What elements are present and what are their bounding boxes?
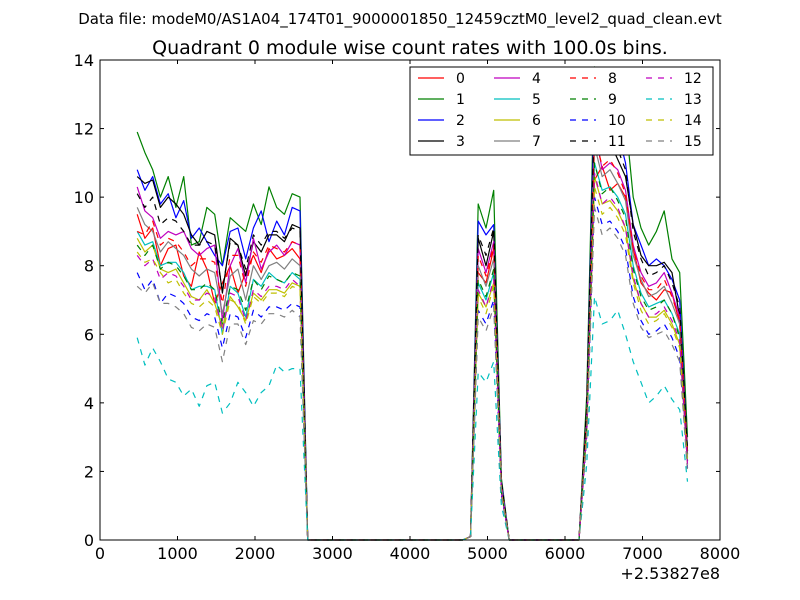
legend-label-7: 7 (532, 134, 541, 150)
y-tick-label: 4 (84, 394, 94, 413)
legend-label-6: 6 (532, 113, 541, 129)
axis-ticks: 0 1000 2000 3000 4000 5000 6000 7000 80000246810… (74, 51, 741, 563)
legend-label-0: 0 (456, 71, 465, 87)
x-tick-label: 7000 (622, 544, 663, 563)
y-tick-label: 10 (74, 188, 94, 207)
legend-label-4: 4 (532, 71, 541, 87)
legend-label-9: 9 (608, 92, 617, 108)
x-axis-offset-label: +2.53827e8 (620, 564, 720, 583)
legend-label-14: 14 (684, 113, 702, 129)
legend-label-1: 1 (456, 92, 465, 108)
x-tick-label: 4000 (390, 544, 431, 563)
x-tick-label: 1000 (157, 544, 198, 563)
y-tick-label: 8 (84, 257, 94, 276)
series-7-line (136, 145, 689, 541)
series-15-line (136, 206, 689, 541)
legend-label-10: 10 (608, 113, 626, 129)
chart-title: Quadrant 0 module wise count rates with … (152, 37, 668, 59)
series-8-line (136, 134, 689, 541)
series-4-line (136, 128, 689, 541)
legend-label-8: 8 (608, 71, 617, 87)
series-0-line (136, 165, 689, 541)
series-5-line (136, 162, 689, 541)
legend-box (409, 66, 714, 156)
y-tick-label: 12 (74, 120, 94, 139)
x-tick-label: 8000 (700, 544, 741, 563)
x-tick-label: 5000 (467, 544, 508, 563)
legend-label-5: 5 (532, 92, 541, 108)
series-12-line (136, 172, 689, 541)
x-tick-label: 2000 (235, 544, 276, 563)
series-9-line (136, 162, 689, 541)
y-tick-label: 14 (74, 51, 94, 70)
y-tick-label: 0 (84, 531, 94, 550)
legend-label-3: 3 (456, 134, 465, 150)
y-tick-label: 2 (84, 462, 94, 481)
x-tick-label: 0 (95, 544, 105, 563)
series-14-line (136, 186, 689, 541)
legend-label-2: 2 (456, 113, 465, 129)
legend-label-13: 13 (684, 92, 702, 108)
legend-label-12: 12 (684, 71, 702, 87)
series-3-line (136, 117, 689, 541)
series-6-line (136, 176, 689, 541)
y-tick-label: 6 (84, 325, 94, 344)
x-tick-label: 6000 (545, 544, 586, 563)
chart-suptitle: Data file: modeM0/AS1A04_174T01_90000018… (78, 10, 722, 29)
legend-label-15: 15 (684, 134, 702, 150)
x-tick-label: 3000 (312, 544, 353, 563)
series-13-line (136, 296, 689, 541)
legend-label-11: 11 (608, 134, 626, 150)
